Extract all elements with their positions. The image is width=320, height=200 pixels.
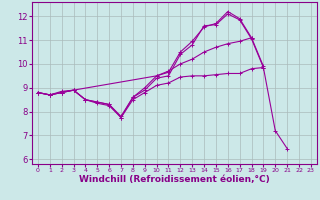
X-axis label: Windchill (Refroidissement éolien,°C): Windchill (Refroidissement éolien,°C) [79, 175, 270, 184]
